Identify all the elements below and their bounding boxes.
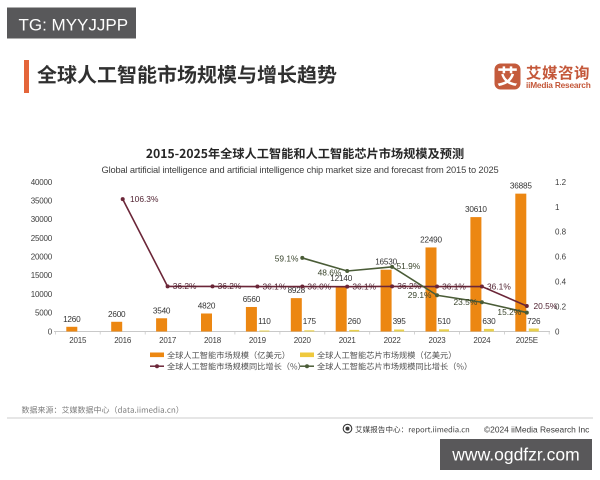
svg-text:2017: 2017 <box>159 336 177 345</box>
svg-text:25000: 25000 <box>31 234 53 243</box>
svg-text:30000: 30000 <box>31 215 53 224</box>
svg-text:51.9%: 51.9% <box>397 261 421 271</box>
svg-text:2019: 2019 <box>249 336 267 345</box>
svg-text:Global artificial intelligence: Global artificial intelligence and artif… <box>102 165 499 175</box>
svg-text:www.ogdfzr.com: www.ogdfzr.com <box>451 445 579 465</box>
svg-text:2600: 2600 <box>108 310 126 319</box>
svg-text:48.6%: 48.6% <box>318 268 342 278</box>
svg-text:1.2: 1.2 <box>555 178 567 187</box>
svg-text:©2024 iiMedia Research Inc: ©2024 iiMedia Research Inc <box>484 424 589 434</box>
svg-text:0.6: 0.6 <box>555 253 567 262</box>
svg-text:2020: 2020 <box>294 336 312 345</box>
svg-text:2023: 2023 <box>429 336 447 345</box>
svg-text:12140: 12140 <box>330 274 352 283</box>
svg-text:36885: 36885 <box>510 182 532 191</box>
svg-text:20000: 20000 <box>31 253 53 262</box>
svg-text:0.2: 0.2 <box>555 302 567 311</box>
svg-text:2018: 2018 <box>204 336 222 345</box>
svg-text:630: 630 <box>482 317 496 326</box>
svg-text:TG: MYYJJPP: TG: MYYJJPP <box>19 15 129 34</box>
svg-text:2022: 2022 <box>384 336 402 345</box>
svg-text:2016: 2016 <box>114 336 132 345</box>
svg-text:36.1%: 36.1% <box>442 281 466 291</box>
svg-text:260: 260 <box>348 317 362 326</box>
svg-text:5000: 5000 <box>35 309 53 318</box>
svg-text:395: 395 <box>393 317 407 326</box>
svg-text:36.2%: 36.2% <box>397 281 421 291</box>
svg-text:510: 510 <box>437 317 451 326</box>
svg-text:15.2%: 15.2% <box>497 307 521 317</box>
svg-text:40000: 40000 <box>31 178 53 187</box>
svg-text:726: 726 <box>527 317 541 326</box>
svg-text:175: 175 <box>303 317 317 326</box>
svg-text:2024: 2024 <box>473 336 491 345</box>
svg-text:59.1%: 59.1% <box>275 254 299 264</box>
svg-text:35000: 35000 <box>31 197 53 206</box>
svg-text:20.5%: 20.5% <box>534 301 558 311</box>
svg-text:106.3%: 106.3% <box>130 194 159 204</box>
svg-text:iiMedia Research: iiMedia Research <box>526 80 591 90</box>
svg-text:0: 0 <box>555 327 560 336</box>
svg-text:2021: 2021 <box>339 336 357 345</box>
svg-text:2015: 2015 <box>69 336 87 345</box>
svg-text:36.2%: 36.2% <box>173 281 197 291</box>
svg-text:8928: 8928 <box>288 286 306 295</box>
svg-text:10000: 10000 <box>31 290 53 299</box>
svg-text:1: 1 <box>555 203 560 212</box>
svg-text:6560: 6560 <box>243 295 261 304</box>
svg-text:3540: 3540 <box>153 306 171 315</box>
svg-text:4820: 4820 <box>198 302 216 311</box>
svg-text:0.8: 0.8 <box>555 228 567 237</box>
svg-text:36.1%: 36.1% <box>263 281 287 291</box>
svg-text:29.1%: 29.1% <box>408 290 432 300</box>
svg-text:16530: 16530 <box>375 258 397 267</box>
svg-text:36.0%: 36.0% <box>307 281 331 291</box>
svg-text:36.2%: 36.2% <box>218 281 242 291</box>
svg-text:23.5%: 23.5% <box>454 297 478 307</box>
svg-text:30610: 30610 <box>465 205 487 214</box>
svg-text:36.1%: 36.1% <box>487 281 511 291</box>
svg-text:22490: 22490 <box>420 235 442 244</box>
svg-text:1260: 1260 <box>63 315 81 324</box>
svg-text:36.1%: 36.1% <box>352 282 376 292</box>
svg-text:110: 110 <box>258 317 271 326</box>
svg-text:0.4: 0.4 <box>555 278 567 287</box>
svg-text:15000: 15000 <box>31 271 53 280</box>
svg-text:2025E: 2025E <box>516 336 538 345</box>
svg-text:0: 0 <box>48 327 53 336</box>
